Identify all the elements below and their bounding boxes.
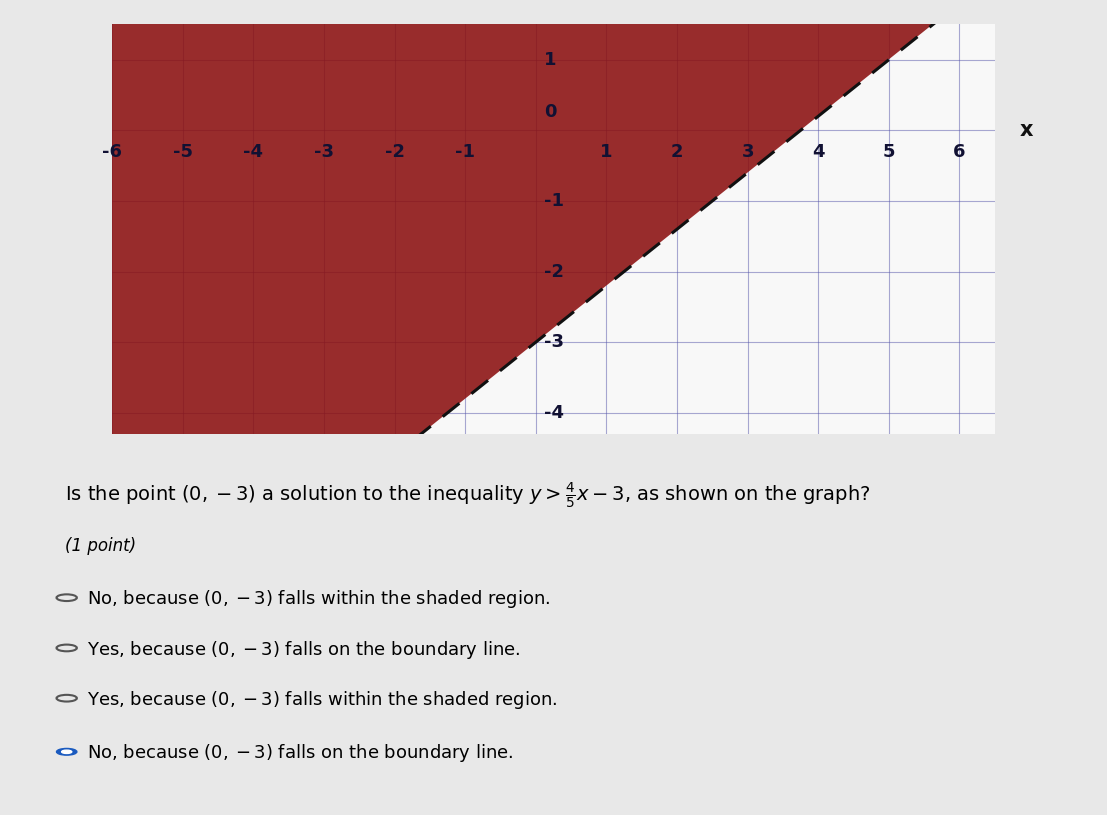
Text: -4: -4 <box>244 143 263 161</box>
Text: 3: 3 <box>742 143 754 161</box>
Text: -5: -5 <box>173 143 193 161</box>
Text: -6: -6 <box>102 143 122 161</box>
Polygon shape <box>112 24 933 434</box>
Text: 5: 5 <box>882 143 896 161</box>
Text: -4: -4 <box>545 403 565 421</box>
Text: 6: 6 <box>953 143 965 161</box>
Text: No, because $(0, -3)$ falls on the boundary line.: No, because $(0, -3)$ falls on the bound… <box>87 742 514 764</box>
Text: -1: -1 <box>545 192 565 210</box>
Circle shape <box>56 748 76 756</box>
Text: -1: -1 <box>455 143 475 161</box>
Text: 1: 1 <box>545 51 557 68</box>
Text: 0: 0 <box>545 104 557 121</box>
Text: x: x <box>1020 121 1033 140</box>
Text: 1: 1 <box>600 143 612 161</box>
Text: -3: -3 <box>545 333 565 351</box>
Text: Yes, because $(0, -3)$ falls within the shaded region.: Yes, because $(0, -3)$ falls within the … <box>87 689 558 711</box>
Text: -2: -2 <box>384 143 405 161</box>
Text: 2: 2 <box>671 143 683 161</box>
Text: No, because $(0, -3)$ falls within the shaded region.: No, because $(0, -3)$ falls within the s… <box>87 588 550 610</box>
Text: (1 point): (1 point) <box>64 537 136 555</box>
Text: 4: 4 <box>813 143 825 161</box>
Text: -3: -3 <box>314 143 334 161</box>
Text: Yes, because $(0, -3)$ falls on the boundary line.: Yes, because $(0, -3)$ falls on the boun… <box>87 639 520 661</box>
Text: -2: -2 <box>545 262 565 280</box>
Text: Is the point $(0, -3)$ a solution to the inequality $y > \frac{4}{5}x - 3$, as s: Is the point $(0, -3)$ a solution to the… <box>64 480 870 510</box>
Circle shape <box>62 750 72 754</box>
